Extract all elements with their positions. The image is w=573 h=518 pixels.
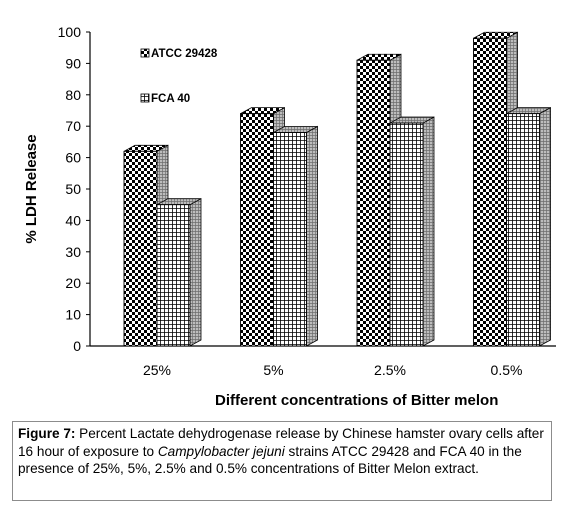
bar-side-1-2 <box>422 116 435 347</box>
caption-label: Figure 7: <box>18 426 76 441</box>
y-tick-label: 0 <box>73 338 81 354</box>
y-tick-label: 20 <box>65 275 81 291</box>
bar-1-0 <box>156 204 191 347</box>
y-tick-label: 60 <box>65 150 81 166</box>
x-axis-title: Different concentrations of Bitter melon <box>215 392 499 409</box>
bar-side-1-1 <box>306 125 318 347</box>
bar-0-1 <box>240 113 274 347</box>
figure-caption: Figure 7: Percent Lactate dehydrogenase … <box>18 425 550 478</box>
y-tick-label: 80 <box>65 87 81 103</box>
legend-swatch-0 <box>140 48 150 58</box>
legend-label-1: FCA 40 <box>151 93 190 105</box>
y-tick-label: 70 <box>65 118 81 134</box>
bar-0-3 <box>473 37 507 347</box>
caption-text-after: strains ATCC 29428 and FCA 40 in the pre… <box>18 443 522 477</box>
caption-text-before: Percent Lactate dehydrogenase release by… <box>18 426 544 459</box>
bar-1-3 <box>506 113 540 347</box>
bar-side-1-3 <box>539 106 551 347</box>
bar-1-1 <box>273 132 307 347</box>
caption-species: Campylobacter jejuni <box>157 443 285 459</box>
legend: ATCC 29428 FCA 40 <box>140 48 218 105</box>
legend-swatch-1 <box>140 93 150 103</box>
x-tick-label: 2.5% <box>374 362 406 378</box>
x-tick-label: 0.5% <box>491 362 523 378</box>
y-axis-title: % LDH Release <box>23 134 40 243</box>
y-tick-label: 10 <box>65 307 81 323</box>
bar-0-2 <box>356 59 391 347</box>
axes: 0 10 20 30 40 50 60 70 80 90 100 % LDH Release 25% 5%… <box>23 24 556 378</box>
bar-chart: 0 10 20 30 40 50 60 70 80 90 100 % LDH Release 25% 5%… <box>23 24 556 378</box>
bar-1-2 <box>389 122 424 347</box>
y-tick-label: 30 <box>65 244 81 260</box>
y-tick-label: 90 <box>65 55 81 71</box>
y-tick-label: 100 <box>58 24 82 40</box>
y-tick-label: 40 <box>65 212 81 228</box>
caption-box <box>12 421 552 501</box>
legend-label-0: ATCC 29428 <box>151 48 218 60</box>
bars <box>123 31 551 347</box>
bar-0-0 <box>123 150 158 347</box>
x-tick-label: 5% <box>263 362 283 378</box>
x-tick-label: 25% <box>143 362 171 378</box>
y-tick-label: 50 <box>65 181 81 197</box>
bar-side-1-0 <box>189 198 202 347</box>
